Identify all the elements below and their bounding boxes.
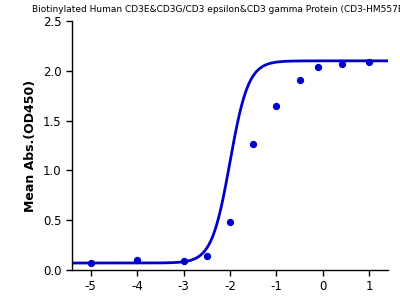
Point bbox=[315, 64, 322, 69]
Point bbox=[180, 259, 187, 263]
Point bbox=[338, 61, 345, 66]
Point bbox=[134, 258, 140, 262]
Point bbox=[227, 220, 233, 225]
Point bbox=[366, 59, 373, 64]
Point bbox=[87, 261, 94, 266]
Point bbox=[273, 103, 280, 108]
Point bbox=[250, 141, 256, 146]
Point bbox=[296, 77, 303, 82]
Text: Biotinylated Human CD3E&CD3G/CD3 epsilon&CD3 gamma Protein (CD3-HM557B): Biotinylated Human CD3E&CD3G/CD3 epsilon… bbox=[32, 4, 400, 14]
Point bbox=[204, 254, 210, 259]
Y-axis label: Mean Abs.(OD450): Mean Abs.(OD450) bbox=[24, 80, 38, 211]
